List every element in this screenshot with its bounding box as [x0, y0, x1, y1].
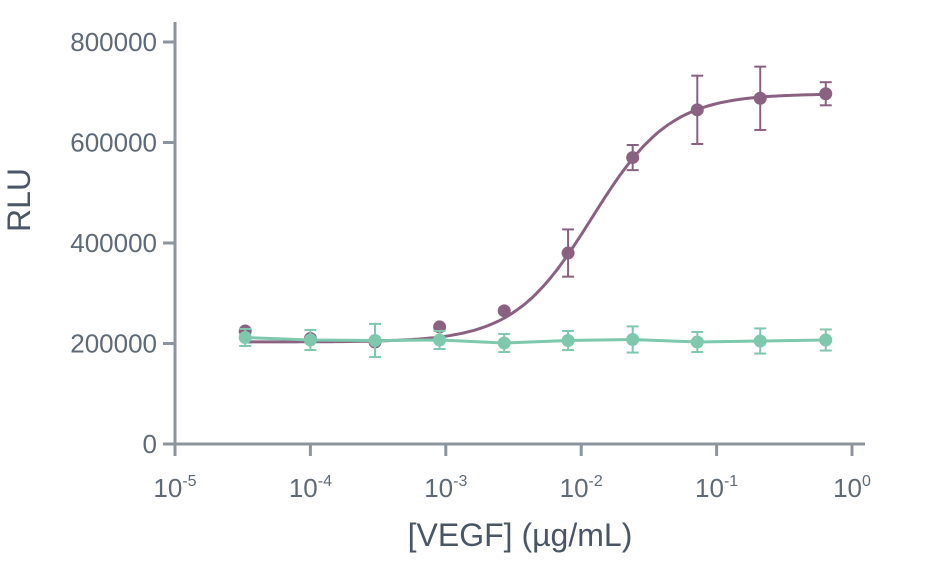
x-tick-label: 10-2	[560, 473, 603, 503]
axes	[173, 22, 865, 446]
data-point	[819, 87, 833, 101]
x-tick-label: 10-4	[289, 473, 332, 503]
plot-area	[238, 65, 833, 359]
y-tick-label: 200000	[70, 329, 157, 359]
x-tick-label: 10-1	[695, 473, 738, 503]
y-tick-label: 800000	[70, 27, 157, 57]
data-point	[497, 336, 511, 350]
data-point	[368, 333, 382, 347]
data-point	[819, 333, 833, 347]
data-point	[238, 330, 252, 344]
data-point	[690, 335, 704, 349]
series-line	[245, 336, 826, 345]
data-point	[561, 333, 575, 347]
series-line	[245, 92, 826, 344]
data-point	[303, 333, 317, 347]
data-point	[626, 332, 640, 346]
series-1	[238, 65, 833, 349]
x-ticks: 10-5 10-4 10-3 10-2 10-1 100	[153, 444, 871, 503]
y-tick-label: 0	[143, 429, 157, 459]
x-tick-label: 10-3	[424, 473, 467, 503]
x-tick-label: 10-5	[153, 473, 196, 503]
data-point	[690, 103, 704, 117]
data-point	[433, 333, 447, 347]
y-tick-label: 600000	[70, 128, 157, 158]
data-point	[753, 91, 767, 105]
y-tick-label: 400000	[70, 228, 157, 258]
x-axis-title: [VEGF] (µg/mL)	[408, 517, 633, 553]
data-point	[561, 246, 575, 260]
data-point	[497, 304, 511, 318]
data-point	[753, 334, 767, 348]
data-point	[626, 151, 640, 165]
y-ticks: 0 200000 400000 600000 800000	[70, 27, 175, 459]
series-2	[238, 322, 833, 359]
y-axis-title: RLU	[1, 168, 37, 232]
x-tick-label: 100	[833, 473, 871, 503]
